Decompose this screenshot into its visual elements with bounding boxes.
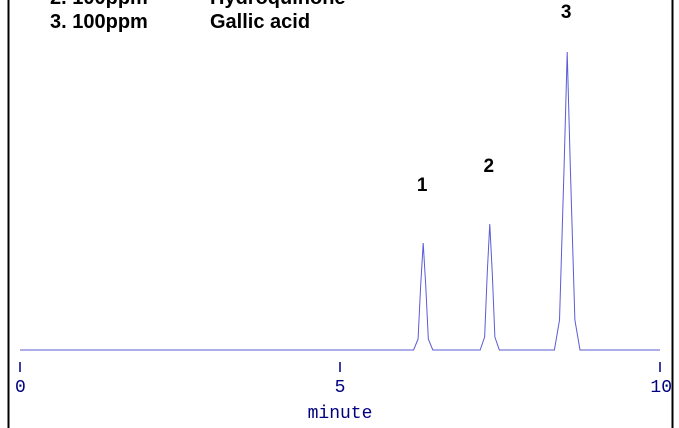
legend-compound: Hydroquinone [210,0,346,9]
peak-label: 3 [561,2,572,23]
legend-number: 3. 100ppm [50,11,148,33]
peak-label: 1 [417,175,428,196]
x-tick-label: 5 [335,378,346,398]
legend-compound: Gallic acid [210,11,310,33]
trace [20,51,660,351]
legend-number: 2. 100ppm [50,0,148,9]
peak-label: 2 [483,156,494,177]
x-tick-label: 10 [650,378,672,398]
x-axis-label: minute [308,404,373,424]
x-tick-label: 0 [15,378,26,398]
